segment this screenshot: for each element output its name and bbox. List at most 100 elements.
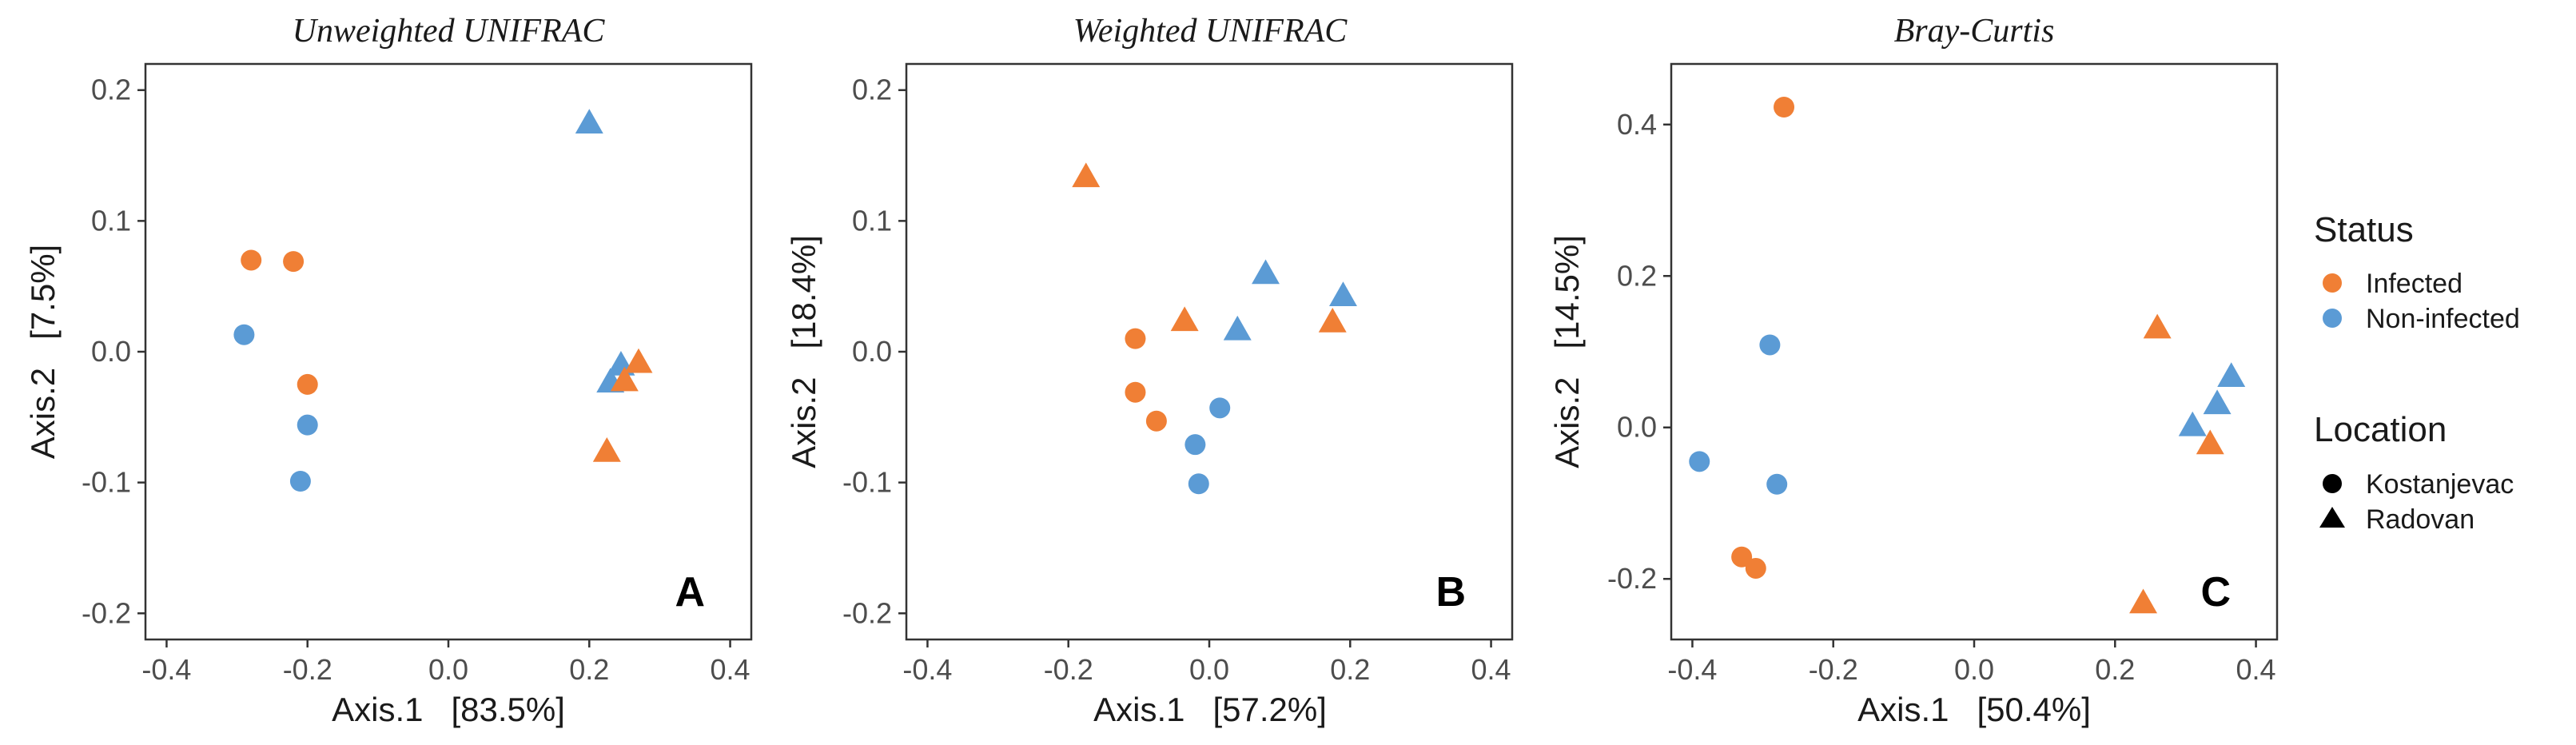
x-tick-label: -0.4 [1667,653,1717,686]
y-tick-label: -0.1 [82,466,131,499]
legend-label-non-infected: Non-infected [2366,304,2520,334]
x-tick-label: 0.2 [569,653,609,686]
point-circle-infected [283,251,305,273]
panel-title: Bray-Curtis [1894,13,2055,50]
y-tick-label: 0.2 [91,74,131,106]
x-tick-label: 0.4 [2236,653,2276,686]
panel-title: Unweighted UNIFRAC [293,13,606,50]
x-tick-label: 0.4 [1471,653,1511,686]
point-circle-infected [297,373,318,395]
point-triangle-non-infected [2178,411,2207,436]
plot-frame [905,62,1514,641]
x-tick-label: 0.2 [1330,653,1370,686]
legend-key-non-infected [2323,309,2342,328]
y-axis-title: Axis.2 [7.5%] [24,245,62,459]
y-axis-title: Axis.2 [14.5%] [1548,235,1586,468]
legend-label-kostanjevac: Kostanjevac [2366,469,2514,500]
legend-label-radovan: Radovan [2366,504,2474,535]
point-circle-infected [1125,328,1146,349]
point-triangle-non-infected [2217,362,2246,387]
point-triangle-non-infected [1223,315,1252,341]
y-ticks: -0.2 0.0 0.2 0.4 [1607,108,1671,595]
point-triangle-infected [610,366,639,392]
legend-key-infected [2323,273,2342,293]
legend: Status Infected Non-infected Location Ko… [2314,210,2520,535]
point-circle-infected [1125,381,1146,403]
point-triangle-infected [1072,162,1101,188]
y-tick-label: 0.1 [852,204,892,237]
point-triangle-non-infected [1328,281,1357,307]
point-circle-infected [1774,97,1795,118]
y-ticks: -0.2 -0.1 0.0 0.1 0.2 [82,74,145,629]
legend-status-title: Status [2314,210,2414,249]
y-tick-label: 0.2 [852,74,892,106]
legend-key-kostanjevac [2323,474,2342,493]
x-tick-label: 0.0 [1189,653,1229,686]
legend-key-radovan [2319,507,2345,528]
panel-weighted-unifrac: Weighted UNIFRAC -0.4 -0.2 0.0 0.2 0.4 -0.2-… [785,13,1514,728]
panel-label: A [675,569,705,616]
y-tick-label: 0.2 [1617,259,1657,292]
x-tick-label: -0.4 [902,653,952,686]
point-triangle-infected [2196,429,2224,455]
legend-label-infected: Infected [2366,269,2463,299]
point-triangle-infected [2129,588,2158,614]
y-tick-label: 0.4 [1617,108,1657,141]
panel-label: C [2200,569,2231,616]
y-ticks: -0.2 -0.1 0.0 0.1 0.2 [842,74,906,629]
x-axis-title: Axis.1 [83.5%] [332,691,565,728]
legend-location-title: Location [2314,410,2447,449]
point-circle-infected [1731,546,1753,568]
data-points [1689,97,2246,614]
x-tick-label: -0.2 [1809,653,1858,686]
x-tick-label: -0.2 [1044,653,1093,686]
y-tick-label: 0.1 [91,204,131,237]
data-points [233,109,653,492]
panel-title: Weighted UNIFRAC [1073,13,1348,50]
y-tick-label: -0.2 [842,596,892,629]
x-axis-title: Axis.1 [57.2%] [1093,691,1327,728]
point-triangle-infected [1318,308,1347,333]
panel-bray-curtis: Bray-Curtis -0.4 -0.2 0.0 0.2 0.4 -0.2 0.0 0.2… [1548,13,2279,728]
x-ticks: -0.4 -0.2 0.0 0.2 0.4 [1667,639,2276,686]
point-circle-non-infected [289,471,311,492]
point-circle-non-infected [297,414,318,436]
point-circle-non-infected [1188,473,1209,495]
x-tick-label: -0.4 [141,653,191,686]
y-axis-title: Axis.2 [18.4%] [785,235,822,468]
point-triangle-non-infected [1252,259,1280,285]
point-circle-non-infected [1184,434,1206,456]
x-tick-label: 0.2 [2095,653,2135,686]
point-circle-non-infected [1209,397,1231,419]
x-axis-title: Axis.1 [50.4%] [1857,691,2091,728]
data-points [1072,162,1357,495]
point-circle-infected [241,249,262,271]
x-tick-label: 0.0 [1954,653,1994,686]
point-triangle-infected [592,437,621,462]
x-ticks: -0.4 -0.2 0.0 0.2 0.4 [902,639,1511,686]
point-triangle-infected [2143,313,2172,339]
panel-unweighted-unifrac: Unweighted UNIFRAC -0.4 -0.2 0.0 0.2 0.4 -0.… [24,13,753,728]
point-triangle-infected [1170,306,1199,332]
x-tick-label: 0.0 [428,653,468,686]
x-tick-label: 0.4 [711,653,751,686]
point-circle-non-infected [1766,473,1788,495]
point-circle-non-infected [1689,451,1710,472]
point-circle-infected [1745,557,1766,579]
y-tick-label: 0.0 [1617,411,1657,444]
x-ticks: -0.4 -0.2 0.0 0.2 0.4 [141,639,751,686]
x-tick-label: -0.2 [283,653,332,686]
y-tick-label: 0.0 [91,335,131,368]
point-triangle-non-infected [575,109,603,134]
point-triangle-non-infected [2203,389,2232,415]
point-circle-infected [1145,410,1167,432]
point-circle-non-infected [1759,334,1781,356]
y-tick-label: -0.2 [82,596,131,629]
y-tick-label: 0.0 [852,335,892,368]
y-tick-label: -0.2 [1607,562,1657,595]
panel-label: B [1435,569,1466,616]
y-tick-label: -0.1 [842,466,892,499]
point-triangle-infected [624,348,653,373]
point-circle-non-infected [233,324,255,345]
